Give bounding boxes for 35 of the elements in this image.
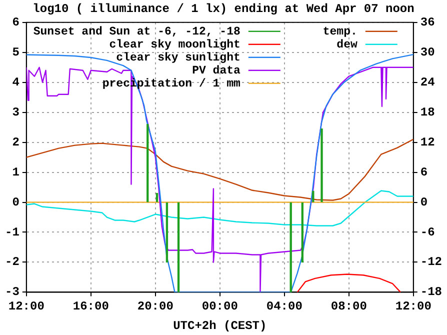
y2-tick-label: 36	[420, 15, 435, 30]
y2-tick-label: 12	[420, 135, 435, 150]
y-tick-label: 2	[12, 135, 20, 150]
legend-label: clear sky moonlight	[109, 38, 240, 52]
y2-tick-label: 6	[420, 165, 428, 180]
y-tick-label: 4	[12, 75, 20, 90]
y-tick-label: -1	[4, 225, 20, 240]
y-tick-label: -3	[4, 285, 20, 300]
legend-label: temp.	[322, 25, 358, 38]
y-tick-label: 6	[12, 15, 20, 30]
y-tick-label: -2	[4, 255, 20, 270]
x-tick-label: 00:00	[202, 299, 238, 314]
x-tick-label: 16:00	[72, 299, 109, 314]
chart-title: log10 ( illuminance / 1 lx) ending at Wed Apr 07 noon	[32, 2, 414, 16]
y2-tick-label: -12	[420, 255, 442, 270]
x-tick-label: 04:00	[266, 299, 302, 314]
x-axis-title: UTC+2h (CEST)	[173, 318, 267, 333]
y2-tick-label: 24	[420, 75, 435, 90]
x-tick-label: 08:00	[330, 299, 367, 314]
x-tick-label: 20:00	[137, 299, 174, 314]
y2-tick-label: 30	[420, 45, 435, 60]
y2-tick-label: -18	[420, 285, 442, 300]
y-tick-label: 3	[12, 105, 20, 120]
x-tick-label: 12:00	[395, 299, 432, 314]
legend-label: dew	[336, 38, 358, 52]
y-tick-label: 1	[12, 165, 20, 180]
y2-tick-label: 0	[420, 195, 428, 210]
legend-label: clear sky sunlight	[116, 51, 240, 64]
y-tick-label: 5	[12, 45, 20, 60]
y2-tick-label: 18	[420, 105, 435, 120]
y2-tick-label: -6	[420, 225, 435, 240]
legend-label: Sunset and Sun at -6, -12, -18	[33, 25, 240, 38]
y-tick-label: 0	[12, 195, 20, 210]
x-tick-label: 12:00	[8, 299, 44, 314]
legend-label: PV data	[192, 64, 240, 78]
